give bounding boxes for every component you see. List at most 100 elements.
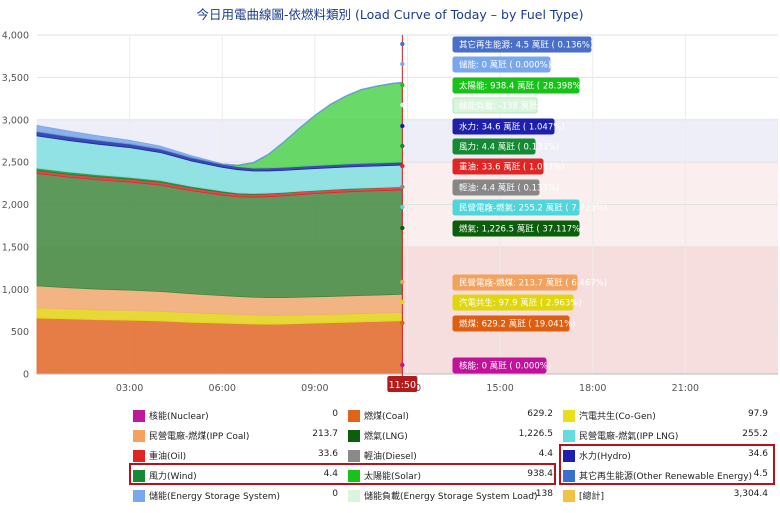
area-series (36, 317, 403, 375)
legend-item[interactable]: 民營電廠-燃煤(IPP Coal) 213.7 (133, 428, 338, 444)
legend-swatch (563, 450, 575, 462)
legend-item[interactable]: 重油(Oil) 33.6 (133, 448, 338, 464)
tooltip-box (452, 138, 536, 155)
legend-swatch (348, 410, 360, 422)
x-tick-label: 09:00 (301, 383, 328, 394)
tooltip-point (400, 123, 405, 129)
legend-name: [總計] (579, 492, 605, 502)
tooltip-label: 輕油: 4.4 萬瓩 ( 0.133%) (459, 183, 559, 194)
legend-name: 重油(Oil) (149, 452, 187, 462)
legend-item[interactable]: 水力(Hydro) 34.6 (563, 448, 768, 464)
legend-item[interactable]: 民營電廠-燃氣(IPP LNG) 255.2 (563, 428, 768, 444)
legend-item[interactable]: 核能(Nuclear) 0 (133, 408, 338, 424)
x-tick-label: 15:00 (486, 383, 513, 394)
tooltip-box (452, 36, 592, 53)
x-tick-label: 18:00 (579, 383, 606, 394)
tooltip-box (452, 77, 580, 94)
tooltip-point (400, 362, 405, 368)
legend-value: 629.2 (527, 409, 553, 419)
legend-value: 4.4 (323, 469, 338, 479)
tooltip-box (452, 220, 580, 237)
current-time-badge (387, 376, 418, 392)
y-tick-label: 3,000 (2, 115, 29, 126)
chart-title: 今日用電曲線圖-依燃料類別 (Load Curve of Today – by … (196, 7, 584, 22)
legend-swatch (563, 410, 575, 422)
legend-value: 3,304.4 (733, 489, 768, 499)
legend-item[interactable]: 輕油(Diesel) 4.4 (348, 448, 553, 464)
tooltip-label: 民營電廠-燃煤: 213.7 萬瓩 ( 6.467%) (459, 278, 607, 289)
tooltip-label: 水力: 34.6 萬瓩 ( 1.047%) (459, 122, 565, 133)
tooltip-label: 燃煤: 629.2 萬瓩 ( 19.041%) (459, 319, 575, 330)
legend-item[interactable]: 其它再生能源(Other Renewable Energy) 4.5 (563, 468, 768, 484)
legend-swatch (133, 450, 145, 462)
legend-name: 汽電共生(Co-Gen) (579, 412, 656, 422)
legend-item[interactable]: 儲能負載(Energy Storage System Load) -138 (348, 488, 553, 504)
legend-item[interactable]: [總計] 3,304.4 (563, 488, 768, 504)
tooltip-box (452, 274, 578, 291)
legend-name: 儲能負載(Energy Storage System Load) (364, 492, 538, 502)
legend-name: 儲能(Energy Storage System) (149, 492, 281, 502)
legend-swatch (563, 490, 575, 502)
legend-value: 0 (332, 409, 338, 419)
tooltip-point (400, 61, 405, 67)
legend-name: 民營電廠-燃氣(IPP LNG) (579, 432, 679, 442)
tooltip-point (400, 299, 405, 305)
tooltip-box (452, 294, 574, 311)
legend-name: 水力(Hydro) (579, 452, 631, 462)
y-tick-label: 3,500 (2, 73, 29, 84)
legend-name: 燃煤(Coal) (364, 412, 409, 422)
legend-name: 民營電廠-燃煤(IPP Coal) (149, 432, 250, 442)
legend-value: 34.6 (747, 449, 768, 459)
tooltip-label: 燃氣: 1,226.5 萬瓩 ( 37.117%) (459, 224, 584, 235)
area-series (36, 81, 403, 166)
tooltip-box (452, 357, 547, 374)
legend-value: -138 (532, 489, 553, 499)
legend-name: 核能(Nuclear) (149, 412, 209, 422)
legend-item[interactable]: 汽電共生(Co-Gen) 97.9 (563, 408, 768, 424)
legend-name: 風力(Wind) (149, 472, 197, 482)
legend: 核能(Nuclear) 0 燃煤(Coal) 629.2 汽電共生(Co-Gen) 97.… (0, 404, 780, 513)
tooltip-point (400, 204, 405, 210)
y-tick-label: 2,000 (2, 200, 29, 211)
tooltip-label: 民營電廠-燃氣: 255.2 萬瓩 ( 7.723%) (459, 203, 607, 214)
legend-item[interactable]: 燃煤(Coal) 629.2 (348, 408, 553, 424)
y-tick-label: 500 (11, 327, 29, 338)
legend-name: 燃氣(LNG) (364, 432, 408, 442)
legend-value: 33.6 (317, 449, 338, 459)
y-tick-label: 4,000 (2, 31, 29, 42)
tooltip-point (400, 184, 405, 190)
x-tick-label: 21:00 (672, 383, 699, 394)
highlight-box-hydro-renewable (559, 444, 775, 485)
legend-value: 938.4 (527, 469, 553, 479)
legend-swatch (133, 470, 145, 482)
tooltip-label: 其它再生能源: 4.5 萬瓩 ( 0.136%) (459, 40, 593, 51)
legend-item[interactable]: 風力(Wind) 4.4 (133, 468, 338, 484)
tooltip-label: 核能: 0 萬瓩 ( 0.000%) (459, 361, 551, 372)
y-tick-label: 2,500 (2, 158, 29, 169)
tooltip-box (452, 97, 538, 114)
tooltip-point (400, 143, 405, 149)
legend-item[interactable]: 儲能(Energy Storage System) 0 (133, 488, 338, 504)
tooltip-box (452, 199, 580, 216)
legend-value: 4.5 (753, 469, 768, 479)
load-curve-chart: 0 500 1,000 1,500 2,000 2,500 3,000 3,500 4,000 0… (2, 31, 778, 394)
tooltip-label: 儲能負載: -138 萬瓩 (459, 101, 538, 112)
legend-item[interactable]: 太陽能(Solar) 938.4 (348, 468, 553, 484)
legend-swatch (563, 430, 575, 442)
tooltip-point (400, 163, 405, 169)
y-tick-label: 1,500 (2, 242, 29, 253)
legend-name: 其它再生能源(Other Renewable Energy) (579, 472, 753, 482)
legend-value: 1,226.5 (518, 429, 553, 439)
legend-name: 太陽能(Solar) (364, 472, 421, 482)
tooltip-point (400, 41, 405, 47)
legend-swatch (133, 410, 145, 422)
legend-swatch (563, 470, 575, 482)
legend-value: 213.7 (312, 429, 338, 439)
tooltip-point (400, 320, 405, 326)
tooltip-box (452, 315, 570, 332)
y-tick-label: 1,000 (2, 285, 29, 296)
tooltip-label: 太陽能: 938.4 萬瓩 ( 28.398%) (459, 81, 584, 92)
legend-value: 0 (332, 489, 338, 499)
highlight-box-wind-solar (129, 463, 556, 485)
legend-item[interactable]: 燃氣(LNG) 1,226.5 (348, 428, 553, 444)
